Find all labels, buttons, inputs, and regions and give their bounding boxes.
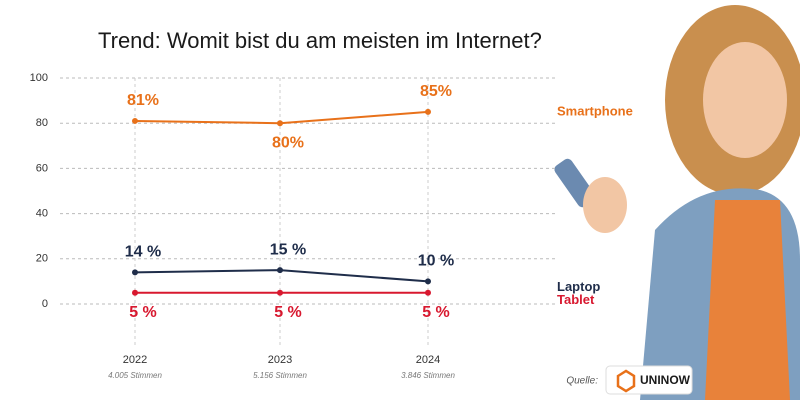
x-tick-note: 3.846 Stimmen <box>401 371 455 380</box>
data-point <box>132 269 138 276</box>
x-tick-label: 2023 <box>268 354 292 366</box>
data-point <box>277 289 283 296</box>
x-tick-note: 5.156 Stimmen <box>253 371 307 380</box>
data-label: 80% <box>272 134 304 151</box>
x-tick-label: 2022 <box>123 354 147 366</box>
y-tick-label: 60 <box>36 162 48 174</box>
data-point <box>277 120 283 127</box>
person-photo <box>554 5 800 400</box>
data-point <box>132 117 138 124</box>
data-point <box>425 108 431 115</box>
data-label: 85% <box>420 83 452 100</box>
brand-logo <box>616 369 636 393</box>
data-point <box>425 289 431 296</box>
data-label: 5 % <box>422 304 450 321</box>
legend-label: Smartphone <box>557 103 633 118</box>
y-tick-label: 20 <box>36 253 48 265</box>
y-tick-label: 100 <box>30 72 48 84</box>
plot: 0 20 40 60 80 100 2022 4.005 Stimmen 2023 5.156 S… <box>30 72 633 380</box>
data-label: 81% <box>127 92 159 109</box>
source-label: Quelle: <box>566 376 598 387</box>
legend-label: Laptop <box>557 279 600 294</box>
chart-title: Trend: Womit bist du am meisten im Inter… <box>98 28 542 53</box>
data-point <box>132 289 138 296</box>
data-point <box>425 278 431 285</box>
data-label: 10 % <box>418 253 454 270</box>
data-label: 14 % <box>125 244 161 261</box>
y-tick-label: 40 <box>36 208 48 220</box>
legend-label: Tablet <box>557 292 595 307</box>
y-tick-label: 0 <box>42 298 48 310</box>
x-tick-note: 4.005 Stimmen <box>108 371 162 380</box>
x-tick-label: 2024 <box>416 354 440 366</box>
y-tick-label: 80 <box>36 117 48 129</box>
data-point <box>277 267 283 274</box>
data-label: 5 % <box>129 304 157 321</box>
brand-name: UNINOW <box>640 373 691 387</box>
data-label: 5 % <box>274 304 302 321</box>
data-label: 15 % <box>270 241 306 258</box>
